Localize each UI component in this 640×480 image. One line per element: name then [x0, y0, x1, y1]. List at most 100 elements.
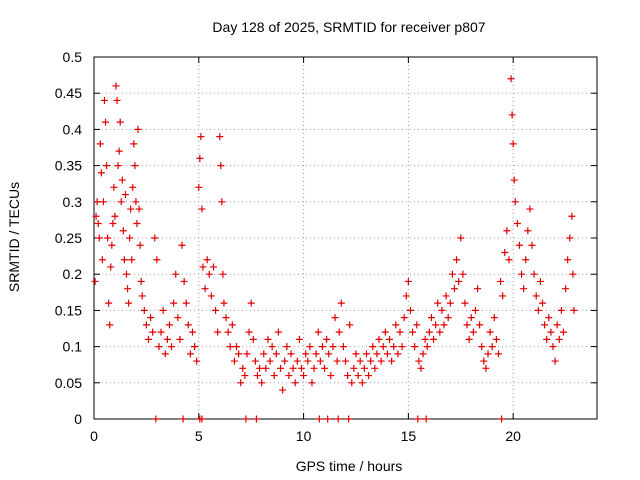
data-point — [422, 415, 430, 423]
data-point — [247, 299, 255, 307]
data-point — [383, 350, 391, 358]
data-point — [198, 205, 206, 213]
data-point — [515, 241, 523, 249]
data-point — [170, 299, 178, 307]
data-point — [499, 292, 507, 300]
data-point — [559, 328, 567, 336]
data-point — [122, 270, 130, 278]
data-point — [132, 198, 140, 206]
data-point — [209, 263, 217, 271]
data-point — [104, 234, 112, 242]
data-point — [562, 285, 570, 293]
data-point — [220, 299, 228, 307]
data-point — [155, 343, 163, 351]
data-point — [518, 270, 526, 278]
data-point — [438, 306, 446, 314]
data-point — [260, 350, 268, 358]
data-point — [152, 415, 160, 423]
data-point — [287, 350, 295, 358]
data-point — [486, 328, 494, 336]
data-point — [168, 343, 176, 351]
data-point — [510, 176, 518, 184]
data-point — [140, 306, 148, 314]
data-point — [396, 328, 404, 336]
data-point — [365, 372, 373, 380]
data-point — [102, 118, 110, 126]
data-point — [448, 270, 456, 278]
data-point — [121, 191, 129, 199]
data-point — [100, 96, 108, 104]
data-point — [549, 343, 557, 351]
data-point — [293, 357, 301, 365]
data-point — [243, 350, 251, 358]
data-point — [165, 321, 173, 329]
data-point — [253, 372, 261, 380]
data-point — [333, 357, 341, 365]
data-point — [323, 335, 331, 343]
data-point — [274, 328, 282, 336]
chart-title: Day 128 of 2025, SRMTID for receiver p80… — [212, 19, 485, 35]
data-point — [128, 256, 136, 264]
data-point — [127, 205, 135, 213]
data-point — [124, 285, 132, 293]
data-point — [421, 335, 429, 343]
data-point — [394, 350, 402, 358]
data-point — [93, 198, 101, 206]
data-point — [295, 335, 303, 343]
data-point — [105, 299, 113, 307]
data-point — [484, 350, 492, 358]
data-point — [476, 321, 484, 329]
data-point — [314, 328, 322, 336]
data-point — [310, 364, 318, 372]
data-point — [453, 256, 461, 264]
data-point — [503, 227, 511, 235]
data-point — [411, 343, 419, 351]
data-point — [337, 299, 345, 307]
data-point — [136, 241, 144, 249]
data-point — [501, 248, 509, 256]
x-tick-label: 0 — [90, 428, 98, 444]
data-point — [440, 321, 448, 329]
data-point — [91, 277, 99, 285]
data-point — [179, 415, 187, 423]
data-point — [108, 241, 116, 249]
data-point — [427, 314, 435, 322]
data-point — [94, 220, 102, 228]
data-point — [490, 314, 498, 322]
data-point — [112, 82, 120, 90]
data-point — [360, 364, 368, 372]
data-point — [226, 343, 234, 351]
data-point — [400, 314, 408, 322]
x-tick-label: 20 — [505, 428, 521, 444]
data-point — [237, 379, 245, 387]
data-point — [114, 162, 122, 170]
y-tick-label: 0.15 — [55, 302, 82, 318]
data-point — [344, 372, 352, 380]
data-point — [463, 321, 471, 329]
data-point — [316, 357, 324, 365]
y-tick-label: 0.05 — [55, 375, 82, 391]
data-point — [277, 364, 285, 372]
data-point — [404, 277, 412, 285]
data-point — [543, 335, 551, 343]
data-point — [264, 335, 272, 343]
data-point — [545, 314, 553, 322]
data-point — [262, 364, 270, 372]
data-point — [386, 335, 394, 343]
data-point — [498, 415, 506, 423]
data-point — [530, 270, 538, 278]
data-point — [107, 263, 115, 271]
data-point — [300, 372, 308, 380]
data-point — [214, 328, 222, 336]
data-point — [306, 343, 314, 351]
data-point — [450, 285, 458, 293]
data-point — [241, 372, 249, 380]
data-point — [268, 343, 276, 351]
gridlines — [94, 57, 597, 419]
data-point — [272, 350, 280, 358]
data-point — [216, 133, 224, 141]
data-point — [184, 321, 192, 329]
data-point — [362, 350, 370, 358]
data-point — [522, 256, 530, 264]
